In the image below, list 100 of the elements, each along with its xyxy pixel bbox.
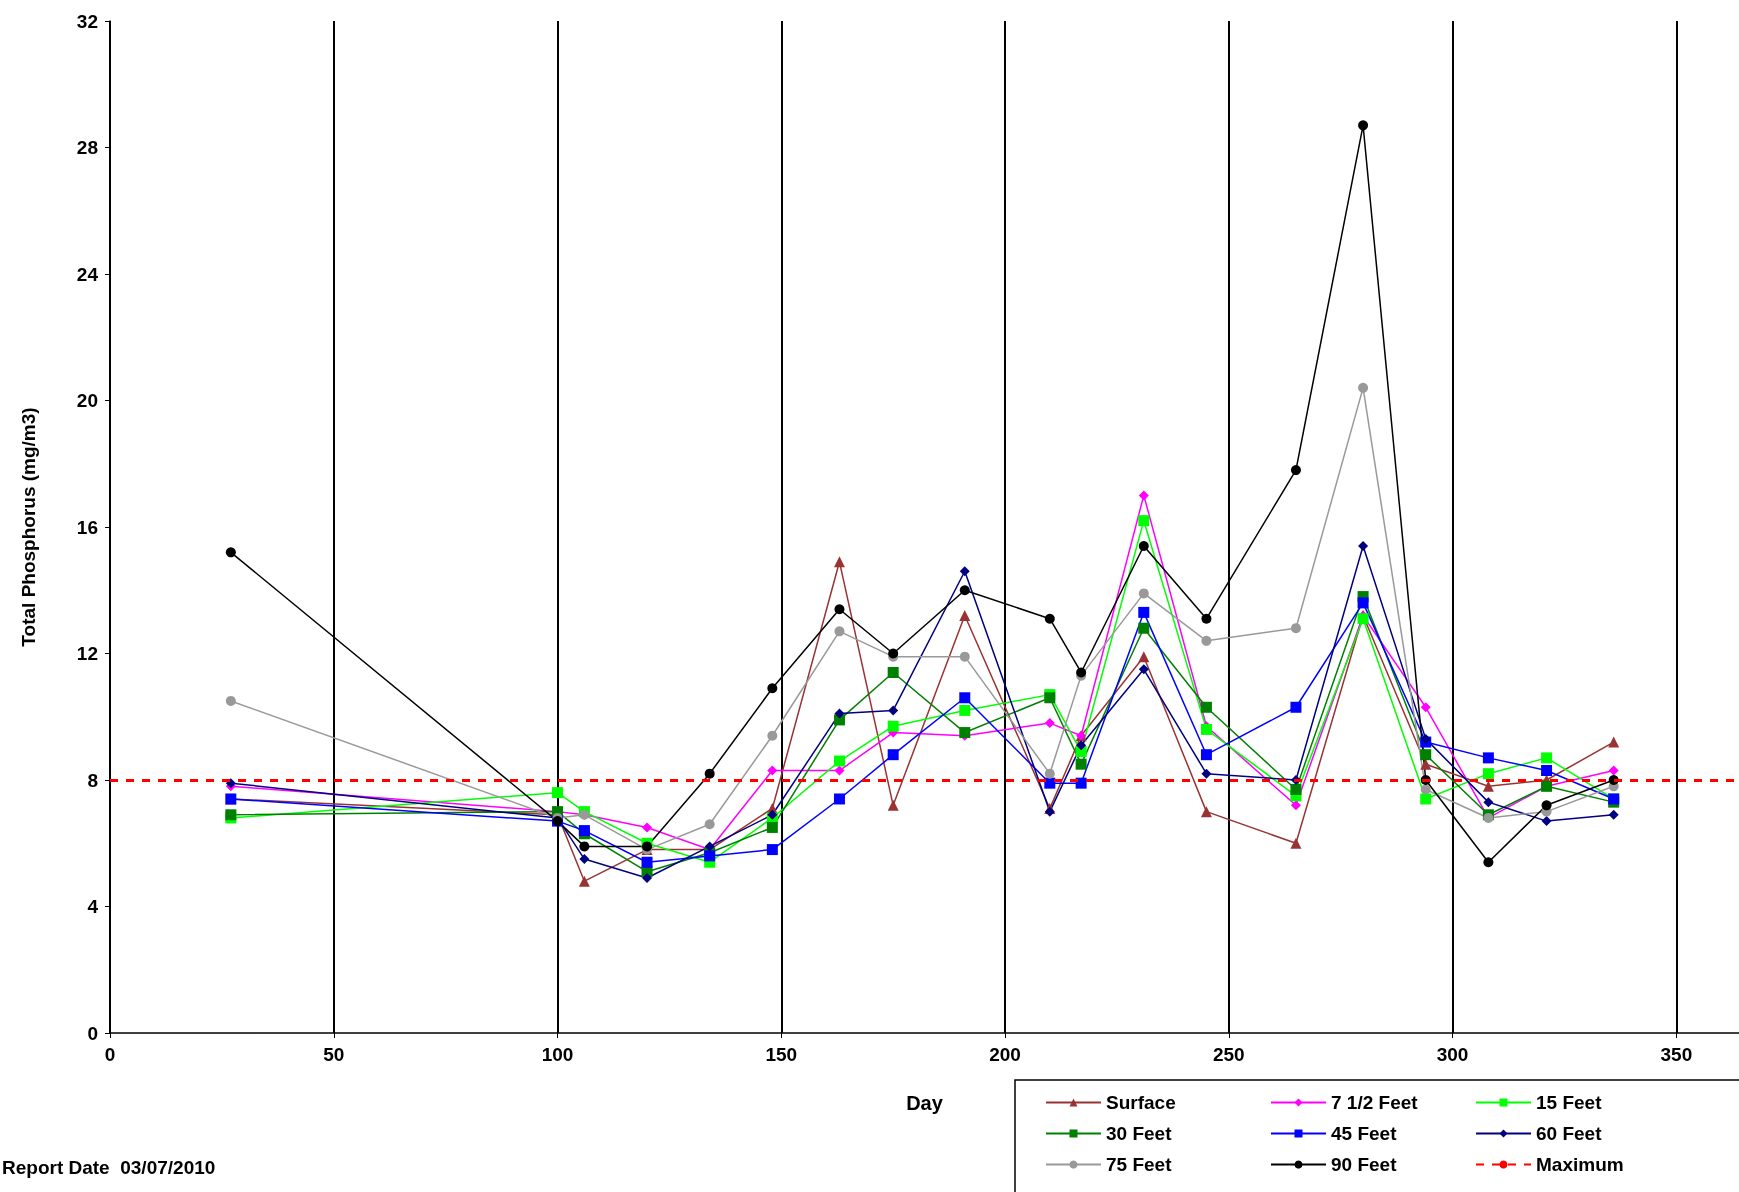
point — [766, 844, 778, 856]
x-tick-label: 100 — [541, 1044, 574, 1065]
x-tick-label: 150 — [765, 1044, 798, 1065]
legend-label: Maximum — [1536, 1154, 1624, 1175]
point — [1290, 701, 1302, 713]
x-axis-title: Day — [906, 1092, 944, 1114]
point — [1482, 752, 1494, 764]
point — [1483, 797, 1494, 808]
point — [834, 765, 845, 776]
point — [1290, 623, 1301, 634]
point — [767, 683, 778, 694]
point — [959, 566, 970, 577]
point — [1541, 752, 1553, 764]
point — [959, 610, 971, 622]
x-tick-label: 50 — [323, 1044, 345, 1065]
legend-label: 90 Feet — [1331, 1154, 1398, 1175]
point — [1076, 740, 1087, 751]
point — [959, 585, 970, 596]
point — [767, 730, 778, 741]
point — [1541, 816, 1552, 827]
point — [833, 793, 845, 805]
legend-label: 15 Feet — [1536, 1092, 1603, 1113]
point — [959, 692, 971, 704]
y-tick-label: 8 — [87, 769, 98, 791]
point — [1608, 765, 1619, 776]
point — [642, 873, 653, 884]
legend-label: 7 1/2 Feet — [1331, 1092, 1419, 1113]
point — [1357, 597, 1369, 609]
point — [1200, 806, 1212, 818]
point — [887, 799, 899, 811]
point — [704, 768, 715, 779]
point — [552, 787, 564, 799]
point — [1138, 540, 1149, 551]
point — [704, 819, 715, 830]
point — [1541, 800, 1552, 811]
x-tick-label: 250 — [1212, 1044, 1245, 1065]
legend-label: 75 Feet — [1106, 1154, 1173, 1175]
point — [1044, 777, 1056, 789]
point — [1201, 635, 1212, 646]
text: Report Date 03/07/2010 — [2, 1157, 216, 1178]
point — [834, 626, 845, 637]
point — [959, 651, 970, 662]
point — [1541, 765, 1553, 777]
y-axis-title: Total Phosphorus (mg/m3) — [18, 407, 39, 647]
point — [1044, 806, 1055, 817]
point — [834, 604, 845, 615]
point — [1483, 857, 1494, 868]
x-tick-label: 200 — [989, 1044, 1021, 1065]
point — [1044, 718, 1055, 729]
point — [1201, 613, 1212, 624]
y-tick-label: 16 — [76, 516, 98, 538]
point — [766, 821, 778, 833]
legend-label: Surface — [1106, 1092, 1176, 1113]
point — [1420, 793, 1432, 805]
point — [1290, 783, 1302, 795]
point — [641, 856, 653, 868]
legend-label: 30 Feet — [1106, 1123, 1173, 1144]
x-tick-label: 0 — [104, 1044, 116, 1065]
point — [1138, 622, 1150, 634]
point — [887, 720, 899, 732]
point — [1138, 490, 1149, 501]
point — [1138, 664, 1149, 675]
point — [833, 755, 845, 767]
point — [1075, 777, 1087, 789]
point — [1608, 809, 1619, 820]
y-tick-label: 28 — [76, 137, 98, 158]
point — [1138, 606, 1150, 618]
point — [1420, 702, 1431, 713]
point — [225, 695, 236, 706]
point — [1290, 837, 1302, 849]
point — [1608, 736, 1620, 748]
y-tick-label: 4 — [87, 896, 99, 917]
point — [1200, 749, 1212, 761]
point — [225, 547, 236, 558]
point — [1200, 701, 1212, 713]
point — [579, 854, 590, 865]
point — [833, 556, 845, 568]
point — [767, 809, 778, 820]
x-tick-label: 350 — [1660, 1044, 1693, 1065]
point — [579, 841, 590, 852]
point — [1420, 784, 1431, 795]
point — [1075, 758, 1087, 770]
y-tick-label: 32 — [76, 10, 98, 32]
point — [1358, 120, 1369, 131]
point — [1138, 651, 1150, 663]
point — [1420, 749, 1432, 761]
point — [1201, 768, 1212, 779]
point — [642, 822, 653, 833]
point — [1138, 515, 1150, 527]
y-tick-label: 24 — [76, 263, 99, 285]
point — [1482, 768, 1494, 780]
point — [1358, 540, 1369, 551]
legend-label: 45 Feet — [1331, 1123, 1398, 1144]
point — [1290, 800, 1301, 811]
y-tick-label: 0 — [87, 1022, 98, 1044]
x-tick-label: 300 — [1436, 1044, 1469, 1065]
point — [959, 704, 971, 716]
y-tick-label: 12 — [76, 643, 98, 664]
point — [834, 708, 845, 719]
point — [1358, 382, 1369, 393]
